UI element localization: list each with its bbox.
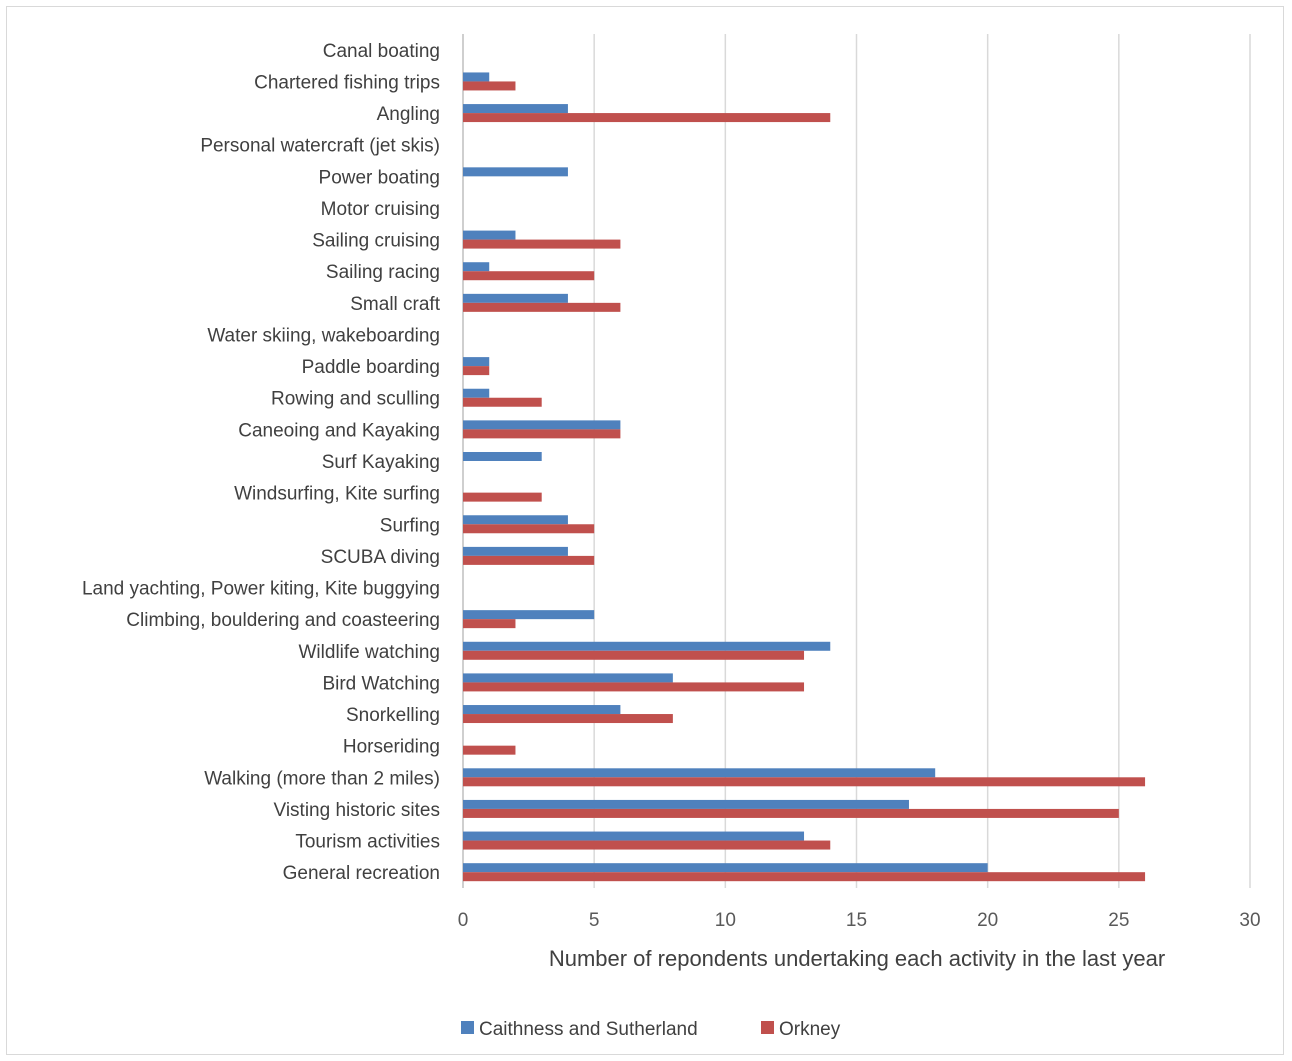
legend-swatch [461,1021,474,1034]
bar-orkney [463,619,516,629]
category-label: Walking (more than 2 miles) [204,768,440,789]
legend-label: Caithness and Sutherland [479,1019,698,1040]
bar-orkney [463,397,542,407]
category-label: Snorkelling [346,705,440,726]
x-tick-label: 25 [1108,910,1129,931]
bar-caithness [463,167,568,177]
bar-caithness [463,452,542,461]
category-label: Surfing [380,515,440,536]
bar-orkney [463,429,621,439]
legend: Caithness and Sutherland Orkney [461,1019,841,1040]
category-label: Surf Kayaking [322,452,440,473]
category-label: Rowing and sculling [271,389,440,410]
x-tick-label: 10 [715,910,736,931]
bar-caithness [463,610,595,620]
bar-orkney [463,271,595,281]
x-tick-label: 20 [977,910,998,931]
bar-orkney [463,714,673,724]
category-label: Sailing cruising [312,231,440,252]
bar-caithness [463,863,988,873]
bar-caithness [463,641,831,651]
bar-orkney [463,302,621,312]
bar-caithness [463,768,936,778]
bar-orkney [463,113,831,123]
category-label: General recreation [283,863,440,884]
category-label: Sailing racing [326,262,440,283]
bar-orkney [463,872,1146,882]
tick-labels: 0 5 10 15 20 25 30 [458,910,1261,931]
category-label: Windsurfing, Kite surfing [234,484,440,505]
bars [463,72,1146,882]
x-tick-label: 0 [458,910,469,931]
gridlines [462,34,1251,888]
legend-swatch [761,1021,774,1034]
category-label: Caneoing and Kayaking [238,420,440,441]
bar-orkney [463,239,621,249]
category-label: Horseriding [343,737,440,758]
bar-caithness [463,357,490,367]
bar-caithness [463,546,568,556]
bar-orkney [463,492,542,502]
x-tick-label: 15 [846,910,867,931]
category-label: Canal boating [323,41,440,62]
category-label: Water skiing, wakeboarding [207,325,440,346]
category-label: Small craft [350,294,440,315]
category-labels: Canal boating Chartered fishing trips Angl… [82,41,441,884]
bar-caithness [463,799,909,809]
category-label: SCUBA diving [321,547,440,568]
category-label: Climbing, bouldering and coasteering [126,610,440,631]
category-label: Paddle boarding [302,357,440,378]
category-label: Land yachting, Power kiting, Kite buggyi… [82,579,440,600]
bar-caithness [463,262,490,272]
bar-caithness [463,72,490,82]
bar-caithness [463,420,621,430]
bar-caithness [463,673,673,683]
bar-caithness [463,104,568,114]
bar-caithness [463,515,568,525]
bar-caithness [463,388,490,398]
bar-orkney [463,777,1146,787]
x-axis-title: Number of repondents undertaking each ac… [549,946,1165,971]
x-tick-label: 5 [589,910,600,931]
category-label: Tourism activities [295,832,440,853]
bar-caithness [463,831,805,841]
category-label: Chartered fishing trips [254,72,440,93]
bar-caithness [463,230,516,240]
bar-orkney [463,524,595,534]
category-label: Personal watercraft (jet skis) [200,136,440,157]
legend-label: Orkney [779,1019,841,1040]
bar-orkney [463,745,516,755]
bar-caithness [463,293,568,303]
bar-orkney [463,650,805,660]
bar-orkney [463,81,516,91]
category-label: Power boating [319,167,440,188]
category-label: Angling [377,104,440,125]
bar-orkney [463,555,595,565]
bar-orkney [463,366,490,376]
bar-orkney [463,682,805,692]
bar-caithness [463,705,621,715]
x-tick-label: 30 [1239,910,1260,931]
category-label: Bird Watching [322,673,440,694]
category-label: Visting historic sites [274,800,441,821]
category-label: Wildlife watching [299,642,441,663]
bar-orkney [463,840,831,850]
bar-orkney [463,808,1119,818]
category-label: Motor cruising [321,199,440,220]
